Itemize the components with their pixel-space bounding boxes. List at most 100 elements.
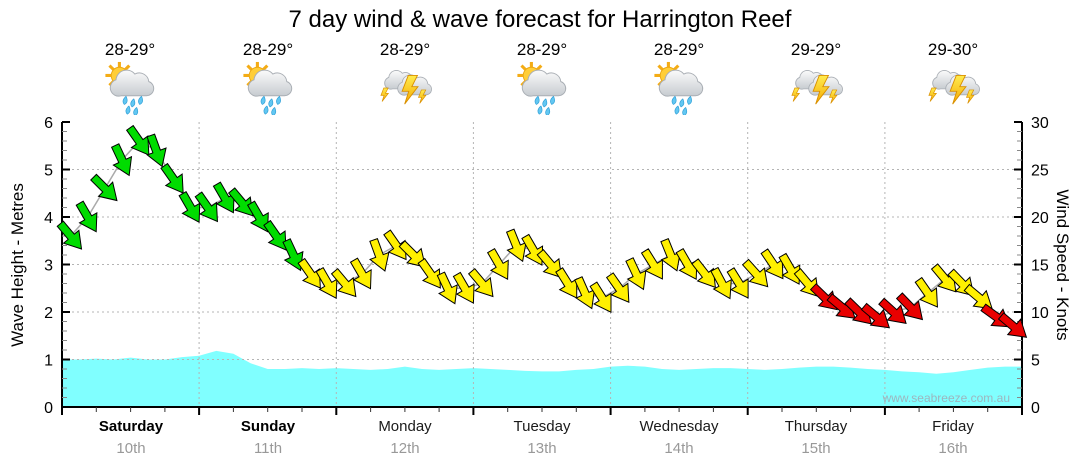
wind-arrow-yellow xyxy=(555,267,578,299)
wind-arrow-yellow xyxy=(297,257,321,289)
x-axis-day-label: Tuesday 13th xyxy=(474,416,610,460)
wind-arrow-green xyxy=(282,238,304,272)
wind-arrow-yellow xyxy=(369,237,390,272)
day-date: 11th xyxy=(253,440,283,457)
right-tick-label: 20 xyxy=(1031,210,1049,227)
wind-arrow-yellow xyxy=(778,252,801,285)
wind-arrow-yellow xyxy=(398,240,427,268)
day-name: Sunday xyxy=(240,418,296,435)
wind-arrow-yellow xyxy=(417,257,441,289)
day-forecast-header: 28-29° xyxy=(614,40,744,120)
wind-arrow-red xyxy=(895,292,924,321)
day-date: 15th xyxy=(801,440,831,457)
wind-arrow-green xyxy=(246,200,269,233)
day-forecast-header: 28-29° xyxy=(203,40,333,120)
wind-arrow-yellow xyxy=(452,271,475,304)
wind-arrow-yellow xyxy=(521,233,544,266)
wind-arrow-green xyxy=(146,133,167,168)
left-tick-label: 0 xyxy=(44,400,53,417)
wind-arrow-yellow xyxy=(726,267,749,299)
wind-arrow-green xyxy=(178,190,201,224)
day-forecast-header: 29-29° xyxy=(751,40,881,120)
day-date: 14th xyxy=(664,440,694,457)
right-tick-label: 10 xyxy=(1031,305,1049,322)
left-tick-label: 2 xyxy=(44,305,53,322)
wind-arrow-green xyxy=(56,220,83,250)
temp-range-label: 28-29° xyxy=(516,40,568,59)
wind-arrow-red xyxy=(997,312,1028,338)
wind-arrow-yellow xyxy=(330,267,357,298)
temp-range-label: 29-30° xyxy=(927,40,979,59)
day-name: Monday xyxy=(378,418,432,435)
wind-arrow-green xyxy=(227,187,254,217)
temp-range-label: 28-29° xyxy=(653,40,705,59)
day-name: Saturday xyxy=(98,418,164,435)
wind-arrow-yellow xyxy=(349,257,372,290)
wind-arrow-yellow xyxy=(574,276,596,310)
right-tick-label: 15 xyxy=(1031,258,1049,275)
wind-arrow-green xyxy=(125,124,150,156)
day-forecast-header: 29-30° xyxy=(888,40,1018,120)
wind-arrow-green xyxy=(160,162,184,194)
wind-arrow-yellow xyxy=(383,229,407,261)
wind-arrow-yellow xyxy=(660,238,681,272)
day-name: Thursday xyxy=(784,418,848,435)
right-tick-label: 0 xyxy=(1031,400,1040,417)
temp-range-label: 28-29° xyxy=(379,40,431,59)
wind-arrow-green xyxy=(194,191,218,223)
wind-arrow-yellow xyxy=(436,271,458,305)
day-date: 16th xyxy=(938,440,968,457)
wind-arrow-yellow xyxy=(625,257,647,291)
wind-arrow-green xyxy=(110,143,133,177)
temp-range-label: 29-29° xyxy=(790,40,842,59)
left-tick-label: 5 xyxy=(44,163,53,180)
right-tick-label: 25 xyxy=(1031,163,1049,180)
day-name: Tuesday xyxy=(513,418,571,435)
left-tick-label: 4 xyxy=(44,210,53,227)
day-date: 10th xyxy=(116,440,146,457)
x-axis-day-label: Wednesday 14th xyxy=(611,416,747,460)
day-date: 12th xyxy=(390,440,420,457)
wind-arrow-yellow xyxy=(640,248,663,280)
day-date: 13th xyxy=(527,440,557,457)
wind-arrow-yellow xyxy=(486,247,509,281)
x-axis-day-label: Thursday 15th xyxy=(748,416,884,460)
wind-arrow-green xyxy=(75,200,98,233)
wind-arrow-yellow xyxy=(741,258,769,288)
left-tick-label: 3 xyxy=(44,258,53,275)
x-axis-day-label: Friday 16th xyxy=(885,416,1021,460)
left-tick-label: 6 xyxy=(44,115,53,132)
temp-range-label: 28-29° xyxy=(104,40,156,59)
day-forecast-header: 28-29° xyxy=(65,40,195,120)
wind-arrow-yellow xyxy=(691,258,716,289)
wave-height-area xyxy=(62,350,1022,407)
wind-arrow-yellow xyxy=(710,266,732,300)
x-axis-day-label: Monday 12th xyxy=(337,416,473,460)
wind-arrow-yellow xyxy=(536,248,563,279)
wind-speed-line xyxy=(70,140,1014,327)
left-tick-label: 1 xyxy=(44,353,53,370)
wind-arrow-yellow xyxy=(605,272,630,303)
chart-title: 7 day wind & wave forecast for Harringto… xyxy=(288,6,792,33)
wind-arrow-yellow xyxy=(760,248,784,280)
x-axis-day-label: Sunday 11th xyxy=(200,416,336,460)
wind-arrow-yellow xyxy=(315,266,338,300)
right-tick-label: 30 xyxy=(1031,115,1049,132)
wind-arrow-green xyxy=(212,181,235,214)
temp-range-label: 28-29° xyxy=(242,40,294,59)
wind-arrow-yellow xyxy=(505,228,527,263)
wind-arrow-yellow xyxy=(589,281,612,314)
day-name: Wednesday xyxy=(639,418,719,435)
x-axis-day-label: Saturday 10th xyxy=(63,416,199,460)
wind-arrow-yellow xyxy=(467,267,494,298)
day-forecast-header: 28-29° xyxy=(477,40,607,120)
day-forecast-header: 28-29° xyxy=(340,40,470,120)
day-name: Friday xyxy=(932,418,974,435)
wind-arrow-red xyxy=(860,302,891,329)
watermark: www.seabreeze.com.au xyxy=(882,391,1010,405)
wind-arrow-green xyxy=(90,173,118,202)
wind-arrow-red xyxy=(878,297,907,325)
wind-arrow-yellow xyxy=(914,276,938,308)
right-tick-label: 5 xyxy=(1031,353,1040,370)
